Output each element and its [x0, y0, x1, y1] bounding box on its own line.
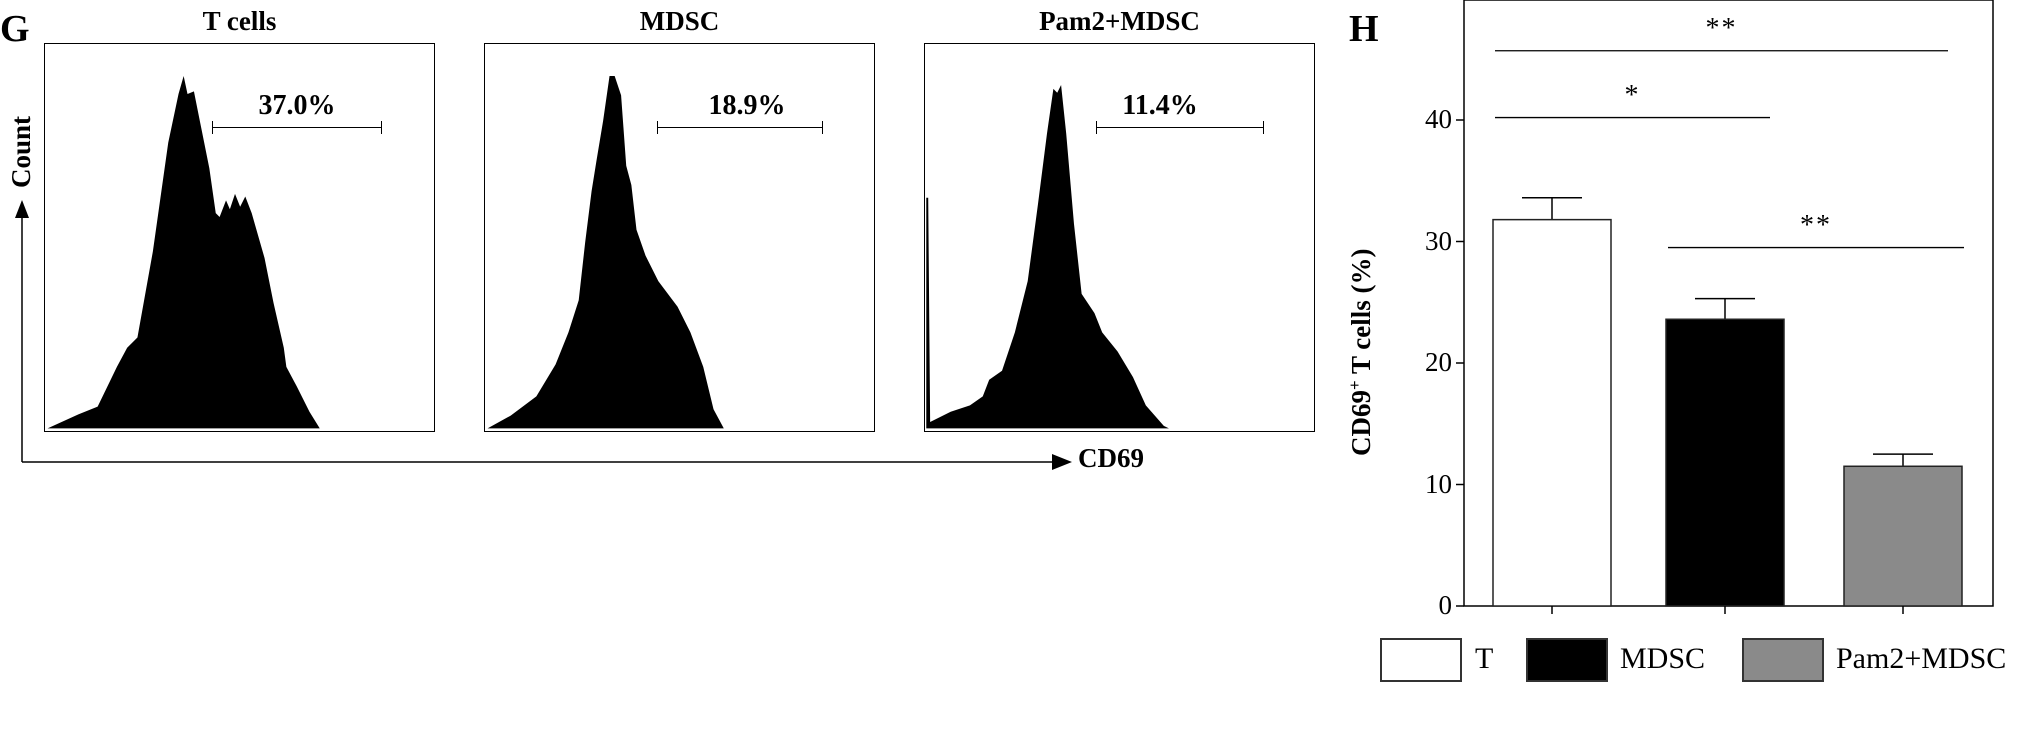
panel-letter-g: G [0, 8, 30, 50]
panel-letter-h: H [1349, 8, 1379, 50]
y-tick-label: 0 [1438, 590, 1453, 620]
legend-swatch-pam2-mdsc [1742, 638, 1824, 682]
histogram-title-t-cells: T cells [202, 6, 277, 36]
gate-marker [212, 121, 382, 134]
legend-label-mdsc: MDSC [1620, 642, 1706, 675]
histogram-title-pam2-mdsc: Pam2+MDSC [1039, 6, 1200, 36]
histogram-area [926, 85, 1169, 429]
y-tick-label: 20 [1425, 347, 1452, 377]
axis-lines [21, 216, 1055, 463]
gate-marker [657, 121, 823, 134]
count-cd69-axes [15, 200, 1072, 470]
x-arrow-icon [1052, 454, 1072, 470]
histogram-mdsc: 18.9% [484, 43, 875, 432]
bar-mdsc [1665, 318, 1785, 607]
histogram-pam2-mdsc: 11.4% [924, 43, 1315, 432]
bar-pam2-mdsc [1843, 465, 1963, 607]
significance-label: * [1624, 79, 1641, 111]
legend-label-pam2-mdsc: Pam2+MDSC [1836, 642, 2007, 675]
cd69-axis-label: CD69 [1078, 443, 1144, 473]
legend-label-t: T [1475, 642, 1494, 675]
gate-percent: 18.9% [708, 90, 786, 121]
histogram-title-mdsc: MDSC [639, 6, 720, 36]
gate-percent: 11.4% [1122, 90, 1198, 121]
bar-t [1492, 218, 1612, 607]
y-tick-label: 30 [1425, 225, 1452, 256]
legend-swatch-t [1380, 638, 1462, 682]
y-tick-label: 10 [1425, 468, 1452, 499]
significance-label: ** [1800, 209, 1832, 241]
histogram-area [47, 76, 320, 429]
gate-percent: 37.0% [258, 90, 336, 121]
histogram-area [487, 76, 724, 429]
gate-marker [1096, 121, 1264, 134]
y-tick-label: 40 [1425, 104, 1452, 134]
significance-label: ** [1705, 12, 1738, 44]
histogram-t-cells: 37.0% [44, 43, 435, 432]
legend-swatch-mdsc [1526, 638, 1608, 682]
y-arrow-icon [15, 200, 29, 218]
